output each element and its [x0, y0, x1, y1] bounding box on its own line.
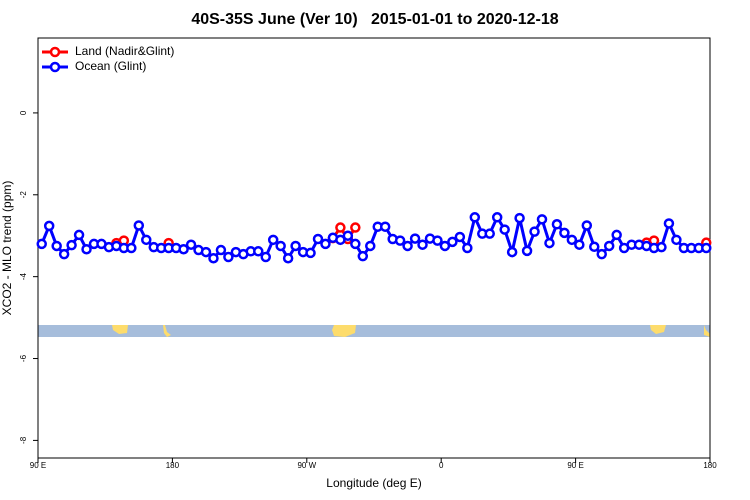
y-axis-label: XCO2 - MLO trend (ppm)	[0, 181, 14, 316]
point	[402, 240, 413, 252]
point	[589, 241, 600, 253]
legend-label: Ocean (Glint)	[75, 59, 146, 73]
point	[574, 239, 585, 250]
y-tick-label: -8	[19, 436, 28, 444]
point	[409, 233, 421, 244]
point	[200, 246, 212, 258]
point	[275, 240, 286, 252]
point	[260, 251, 271, 263]
point	[469, 212, 481, 223]
point	[342, 230, 354, 241]
point	[66, 239, 77, 251]
y-tick-label: 0	[19, 110, 28, 115]
point	[536, 214, 548, 225]
point	[215, 244, 227, 256]
legend-label: Land (Nadir&Glint)	[75, 44, 174, 58]
point	[335, 234, 346, 246]
point	[671, 234, 682, 246]
y-tick-label: -2	[19, 191, 28, 199]
point	[126, 242, 137, 254]
point	[141, 234, 152, 246]
map-strip	[38, 325, 710, 337]
point	[282, 252, 294, 264]
point	[663, 218, 675, 229]
point	[51, 240, 62, 252]
x-tick-label: 180	[166, 461, 180, 470]
point	[81, 243, 92, 255]
land-blob	[332, 325, 356, 337]
point	[559, 227, 570, 239]
land-blob	[650, 325, 666, 334]
x-tick-label: 90 W	[297, 461, 316, 470]
point	[357, 250, 369, 262]
point	[432, 235, 443, 246]
point	[544, 237, 555, 249]
ocean-band	[38, 325, 710, 337]
point	[462, 242, 473, 254]
point	[350, 238, 361, 250]
point	[185, 239, 197, 250]
point	[267, 234, 279, 246]
x-axis-label: Longitude (deg E)	[326, 476, 421, 490]
point	[305, 247, 316, 259]
legend-marker	[49, 46, 61, 58]
land-blob	[704, 325, 710, 337]
point	[454, 231, 466, 243]
point	[499, 224, 510, 235]
point	[439, 240, 451, 252]
land-blob	[112, 325, 128, 334]
chart-title: 40S-35S June (Ver 10) 2015-01-01 to 2020…	[191, 11, 558, 28]
point	[290, 240, 301, 252]
point	[43, 220, 55, 232]
point	[484, 228, 495, 239]
point	[603, 240, 615, 252]
point	[223, 251, 234, 263]
point	[656, 241, 667, 253]
point	[178, 243, 189, 255]
x-tick-label: 180	[703, 461, 717, 470]
point	[394, 235, 406, 246]
point	[253, 246, 264, 257]
point	[312, 233, 324, 245]
point	[581, 220, 593, 231]
y-tick-label: -4	[19, 273, 28, 281]
point	[73, 229, 85, 241]
land-blob	[163, 325, 171, 337]
point	[521, 245, 533, 257]
point	[350, 222, 361, 233]
point	[335, 222, 346, 233]
legend-marker	[49, 61, 61, 73]
point	[417, 239, 428, 250]
point	[611, 229, 622, 241]
x-tick-label: 90 E	[567, 461, 583, 470]
point	[379, 221, 391, 232]
point	[365, 240, 376, 252]
point	[596, 248, 607, 260]
point	[133, 220, 145, 231]
x-tick-label: 0	[439, 461, 444, 470]
point	[491, 212, 503, 223]
point	[529, 226, 540, 237]
point	[320, 238, 331, 250]
point	[566, 234, 578, 246]
point	[506, 246, 518, 258]
y-tick-label: -6	[19, 354, 28, 362]
point	[447, 236, 458, 248]
point	[551, 219, 563, 230]
point	[58, 248, 70, 260]
point	[514, 212, 525, 224]
point	[701, 242, 712, 254]
x-tick-label: 90 E	[30, 461, 46, 470]
point	[36, 238, 47, 250]
point	[208, 252, 219, 264]
